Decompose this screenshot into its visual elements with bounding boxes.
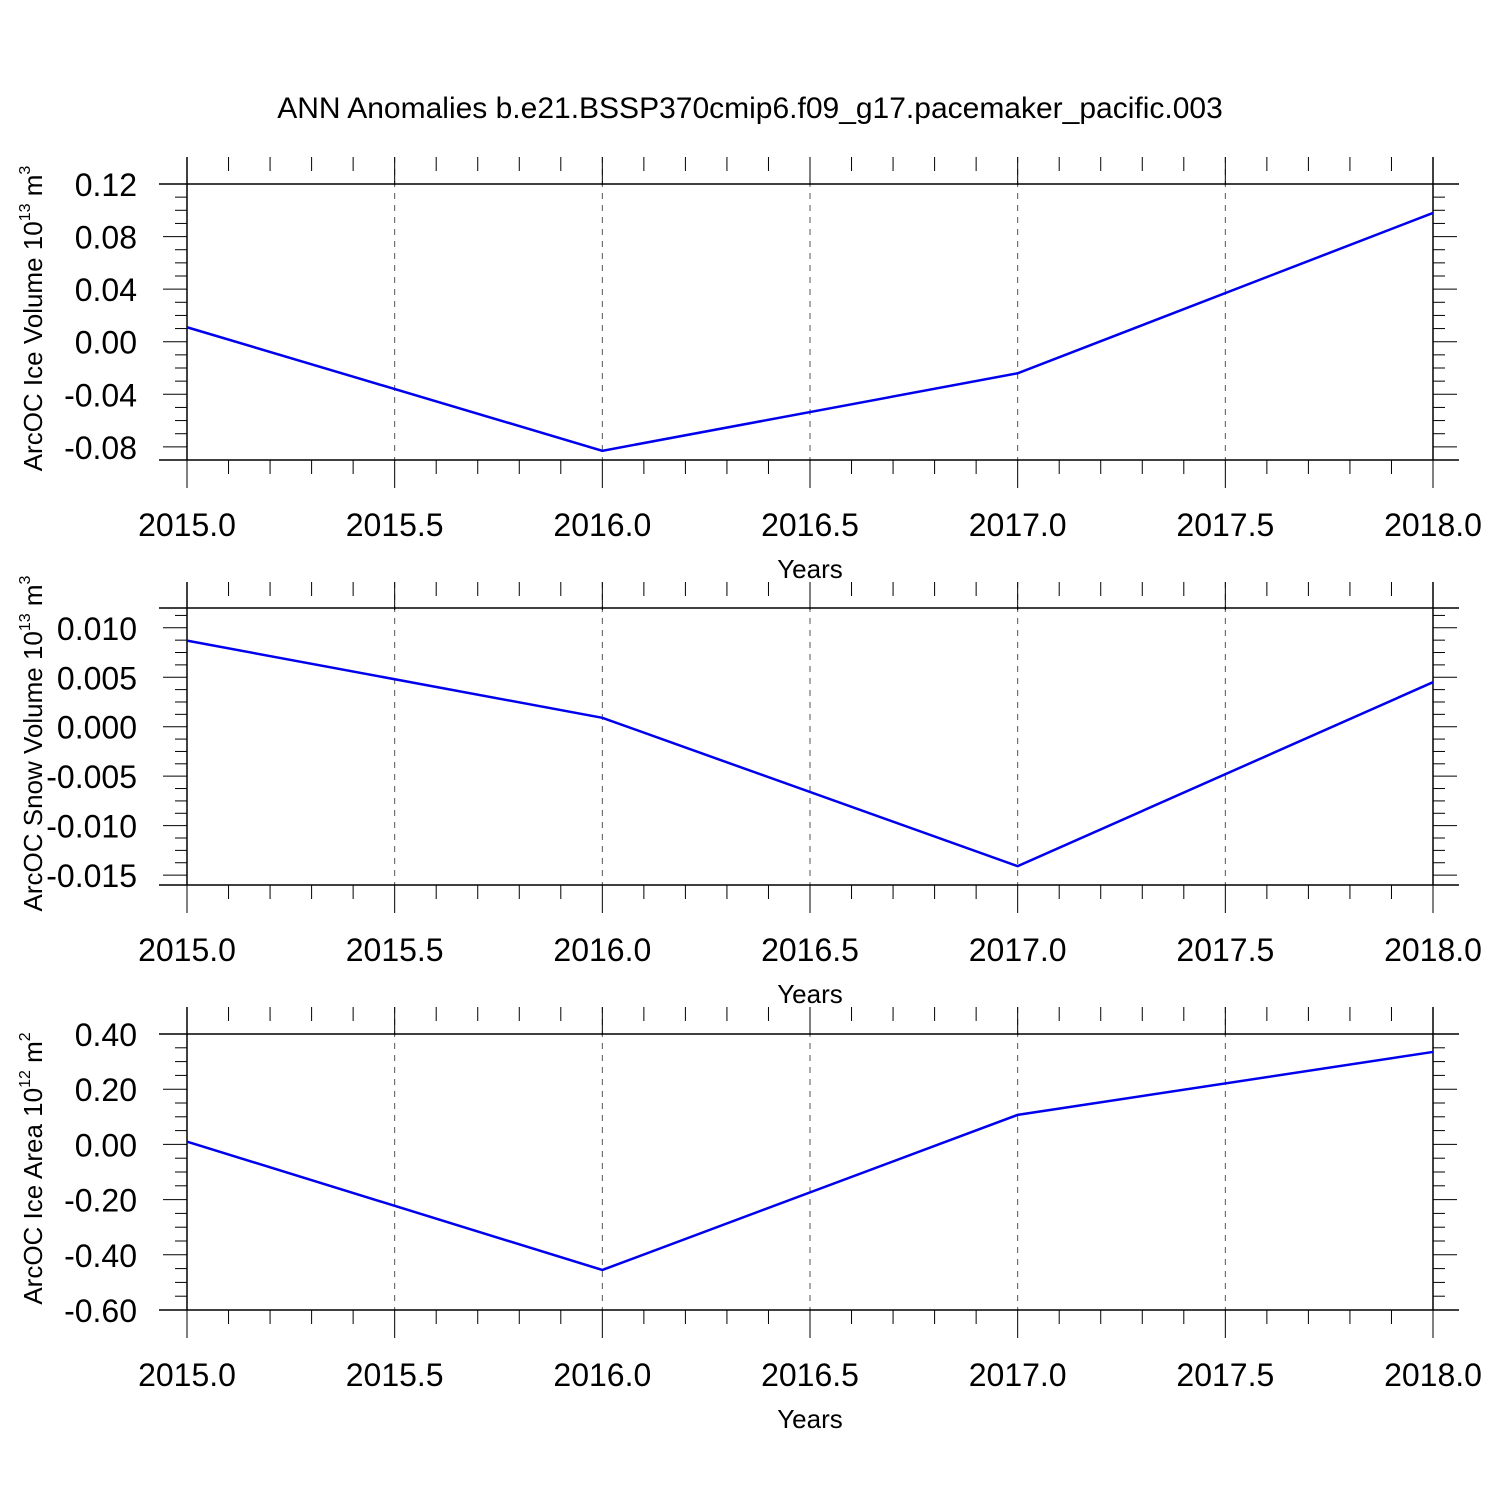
y-tick-label: 0.005 bbox=[57, 660, 137, 696]
figure-title: ANN Anomalies b.e21.BSSP370cmip6.f09_g17… bbox=[277, 92, 1223, 125]
y-tick-label: 0.12 bbox=[75, 167, 137, 203]
y-tick-label: 0.04 bbox=[75, 272, 137, 308]
y-axis-label: ArcOC Ice Volume 1013 m3 bbox=[17, 166, 48, 472]
y-axis-label: ArcOC Snow Volume 1013 m3 bbox=[17, 575, 48, 911]
x-tick-label: 2018.0 bbox=[1384, 1357, 1482, 1393]
y-tick-label: -0.015 bbox=[46, 858, 137, 894]
x-tick-label: 2017.5 bbox=[1176, 507, 1274, 543]
y-axis-label-unit: m bbox=[18, 175, 48, 204]
x-tick-label: 2016.5 bbox=[761, 507, 859, 543]
y-axis-label-unit: m bbox=[18, 584, 48, 613]
chart-panel-1: 0.12 0.08 0.04 0.00 -0.04 -0.08 2015.0 2015.5 20… bbox=[17, 157, 1482, 584]
series-line bbox=[186, 211, 1434, 453]
y-axis-label-text: ArcOC Ice Area 10 bbox=[18, 1088, 48, 1305]
chart-panel-2: 0.010 0.005 0.000 -0.005 -0.010 -0.015 2015.0 2… bbox=[17, 575, 1482, 1009]
y-tick-label: -0.40 bbox=[64, 1238, 137, 1274]
x-tick-label: 2015.0 bbox=[138, 507, 236, 543]
x-tick-label: 2015.5 bbox=[346, 1357, 444, 1393]
x-tick-label: 2015.0 bbox=[138, 932, 236, 968]
x-tick-label: 2016.5 bbox=[761, 1357, 859, 1393]
x-tick-label: 2016.0 bbox=[553, 507, 651, 543]
y-axis-label-unit-exponent: 3 bbox=[17, 166, 34, 175]
y-tick-label: -0.20 bbox=[64, 1183, 137, 1219]
y-tick-label: -0.60 bbox=[64, 1293, 137, 1329]
y-axis-label-unit-exponent: 3 bbox=[17, 575, 34, 584]
y-axis-label-exponent: 13 bbox=[17, 613, 34, 631]
y-tick-label: 0.08 bbox=[75, 220, 137, 256]
x-tick-label: 2016.5 bbox=[761, 932, 859, 968]
y-axis-label-unit-exponent: 2 bbox=[17, 1032, 34, 1041]
x-tick-label: 2018.0 bbox=[1384, 507, 1482, 543]
y-tick-label: 0.20 bbox=[75, 1072, 137, 1108]
x-tick-label: 2016.0 bbox=[553, 1357, 651, 1393]
series-line bbox=[186, 639, 1434, 868]
x-axis-label: Years bbox=[777, 554, 843, 584]
x-tick-label: 2017.0 bbox=[969, 932, 1067, 968]
x-axis-label: Years bbox=[777, 979, 843, 1009]
y-tick-label: 0.00 bbox=[75, 325, 137, 361]
y-tick-label: 0.40 bbox=[75, 1017, 137, 1053]
x-tick-label: 2015.0 bbox=[138, 1357, 236, 1393]
series-line bbox=[186, 1050, 1434, 1272]
x-tick-label: 2017.5 bbox=[1176, 932, 1274, 968]
y-tick-label: -0.08 bbox=[64, 430, 137, 466]
y-axis-label: ArcOC Ice Area 1012 m2 bbox=[17, 1032, 48, 1304]
y-axis-label-exponent: 13 bbox=[17, 203, 34, 221]
x-tick-label: 2017.0 bbox=[969, 1357, 1067, 1393]
y-tick-label: 0.00 bbox=[75, 1127, 137, 1163]
x-tick-label: 2018.0 bbox=[1384, 932, 1482, 968]
x-axis-label: Years bbox=[777, 1404, 843, 1434]
y-axis-label-text: ArcOC Ice Volume 10 bbox=[18, 221, 48, 471]
y-tick-label: -0.04 bbox=[64, 377, 137, 413]
y-tick-label: 0.000 bbox=[57, 710, 137, 746]
x-tick-label: 2016.0 bbox=[553, 932, 651, 968]
y-axis-label-unit: m bbox=[18, 1041, 48, 1070]
x-tick-label: 2015.5 bbox=[346, 507, 444, 543]
y-tick-label: 0.010 bbox=[57, 611, 137, 647]
y-tick-label: -0.005 bbox=[46, 759, 137, 795]
y-axis-label-text: ArcOC Snow Volume 10 bbox=[18, 631, 48, 911]
y-tick-label: -0.010 bbox=[46, 809, 137, 845]
x-tick-label: 2017.5 bbox=[1176, 1357, 1274, 1393]
x-tick-label: 2017.0 bbox=[969, 507, 1067, 543]
x-tick-label: 2015.5 bbox=[346, 932, 444, 968]
y-axis-label-exponent: 12 bbox=[17, 1070, 34, 1088]
